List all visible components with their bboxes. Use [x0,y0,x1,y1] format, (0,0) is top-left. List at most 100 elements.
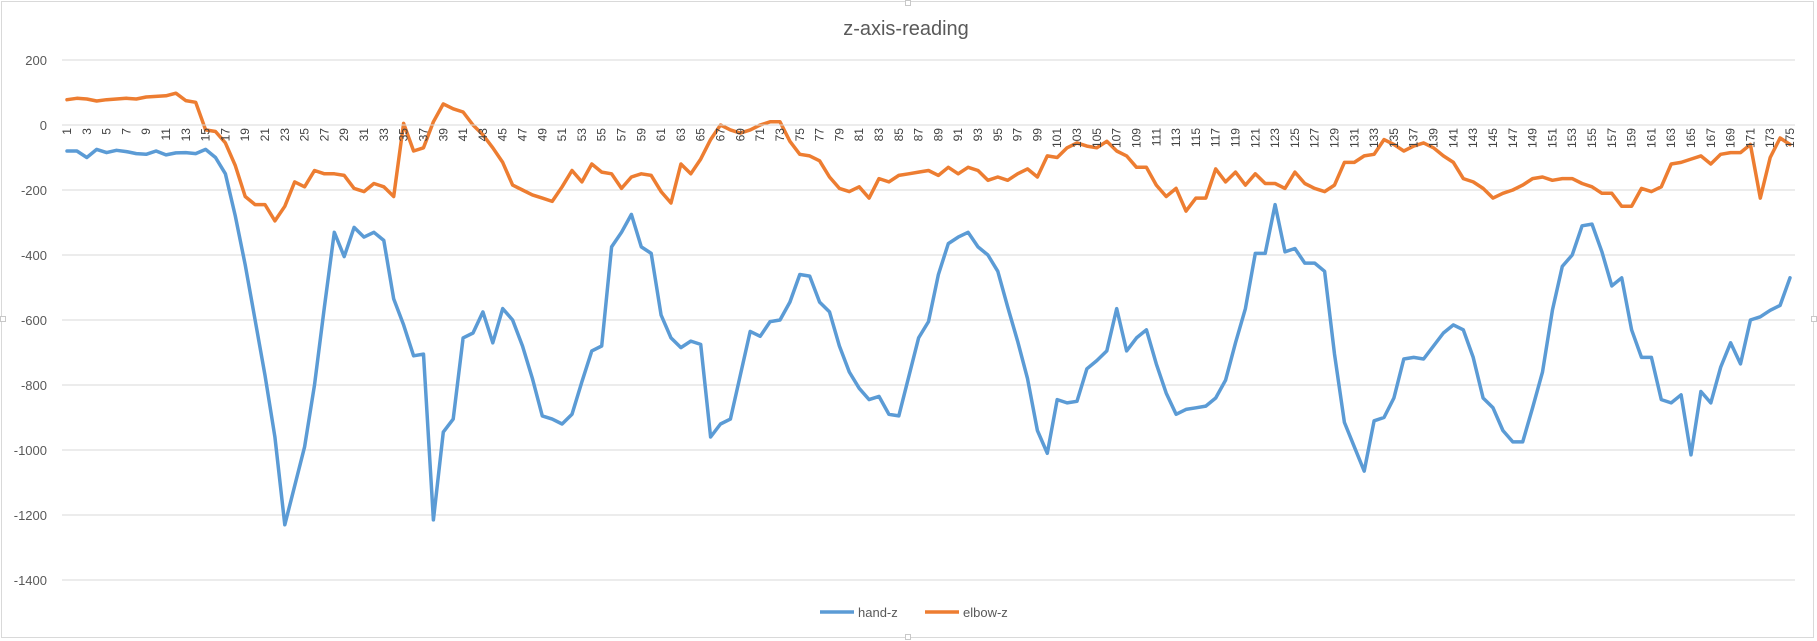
x-tick-label: 55 [595,128,609,142]
x-tick-label: 135 [1387,128,1401,148]
x-tick-label: 125 [1288,128,1302,148]
x-tick-label: 25 [298,128,312,142]
x-tick-label: 115 [1189,128,1203,147]
x-tick-label: 23 [278,128,292,142]
legend-label-hand-z: hand-z [858,605,898,620]
x-tick-label: 121 [1248,128,1262,148]
x-tick-label: 61 [654,128,668,142]
x-tick-label: 137 [1407,128,1421,148]
x-tick-label: 7 [119,128,133,135]
x-tick-label: 27 [317,128,331,142]
y-tick-label: -800 [21,378,47,393]
x-tick-label: 169 [1724,128,1738,148]
x-tick-label: 149 [1526,128,1540,148]
resize-handle-top[interactable] [905,0,911,6]
x-tick-label: 77 [813,128,827,142]
x-tick-label: 127 [1308,128,1322,148]
x-tick-label: 13 [179,128,193,142]
x-tick-label: 165 [1684,128,1698,148]
y-tick-label: -1000 [14,443,47,458]
x-tick-label: 119 [1228,128,1242,147]
x-tick-label: 69 [733,128,747,142]
legend-label-elbow-z: elbow-z [963,605,1008,620]
x-tick-label: 155 [1585,128,1599,148]
x-tick-label: 133 [1367,128,1381,148]
x-tick-label: 33 [377,128,391,142]
x-axis: 1 3 5 7 9 11 13 15 17 19 21 23 25 27 29 31 33 35 37 39 41 43 4… [60,124,1797,148]
chart-title: z-axis-reading [843,18,969,40]
x-tick-label: 107 [1110,128,1124,148]
x-tick-label: 17 [218,128,232,142]
resize-handle-left[interactable] [0,316,6,322]
x-tick-label: 43 [476,128,490,142]
x-tick-label: 159 [1625,128,1639,148]
series-lines [65,91,1792,527]
series-line-hand-z [65,147,1792,527]
y-tick-label: -1400 [14,573,47,588]
x-tick-label: 9 [139,128,153,135]
x-tick-label: 51 [555,128,569,142]
x-tick-label: 89 [931,128,945,142]
x-tick-label: 123 [1268,128,1282,148]
x-tick-label: 151 [1545,128,1559,148]
x-tick-label: 35 [397,128,411,142]
x-tick-label: 85 [892,128,906,142]
x-tick-label: 47 [515,128,529,142]
x-tick-label: 73 [773,128,787,142]
x-tick-label: 83 [872,128,886,142]
x-tick-label: 129 [1328,128,1342,148]
x-tick-label: 15 [199,128,213,142]
x-tick-label: 97 [1011,128,1025,142]
x-tick-label: 63 [674,128,688,142]
x-tick-label: 45 [496,128,510,142]
x-tick-label: 21 [258,128,272,142]
y-tick-label: -1200 [14,508,47,523]
x-tick-label: 167 [1704,128,1718,148]
x-tick-label: 147 [1506,128,1520,148]
x-tick-label: 87 [912,128,926,142]
x-tick-label: 99 [1030,128,1044,142]
x-tick-label: 173 [1763,128,1777,148]
series-line-elbow-z [65,91,1792,223]
x-tick-label: 37 [416,128,430,142]
x-tick-label: 117 [1209,128,1223,147]
x-tick-label: 59 [634,128,648,142]
x-tick-label: 39 [436,128,450,142]
x-tick-label: 153 [1565,128,1579,148]
x-tick-label: 3 [80,128,94,135]
y-tick-label: -200 [21,183,47,198]
x-tick-label: 91 [951,128,965,142]
x-tick-label: 163 [1664,128,1678,148]
y-tick-label: -400 [21,248,47,263]
x-tick-label: 57 [615,128,629,142]
x-tick-label: 139 [1427,128,1441,148]
x-tick-label: 141 [1446,128,1460,148]
x-tick-label: 49 [535,128,549,142]
x-tick-label: 79 [832,128,846,142]
y-axis: 200 0 -200 -400 -600 -800 -1000 -1200 -1400 [14,53,47,588]
x-tick-label: 81 [852,128,866,142]
x-tick-label: 5 [100,128,114,135]
x-tick-label: 29 [337,128,351,142]
legend: hand-z elbow-z [820,605,1008,620]
x-tick-label: 171 [1743,128,1757,148]
x-tick-label: 131 [1347,128,1361,148]
x-tick-label: 11 [159,128,173,141]
resize-handle-bottom[interactable] [905,634,911,640]
x-tick-label: 19 [238,128,252,142]
x-tick-label: 41 [456,128,470,142]
x-tick-label: 143 [1466,128,1480,148]
y-tick-label: 200 [25,53,47,68]
y-tick-label: -600 [21,313,47,328]
x-tick-label: 31 [357,128,371,142]
x-tick-label: 105 [1090,128,1104,148]
x-tick-label: 109 [1129,128,1143,148]
x-tick-label: 53 [575,128,589,142]
x-tick-label: 161 [1644,128,1658,148]
x-tick-label: 101 [1050,128,1064,148]
x-tick-label: 113 [1169,128,1183,147]
x-tick-label: 95 [991,128,1005,142]
x-tick-label: 71 [753,128,767,142]
x-tick-label: 111 [1149,128,1163,147]
